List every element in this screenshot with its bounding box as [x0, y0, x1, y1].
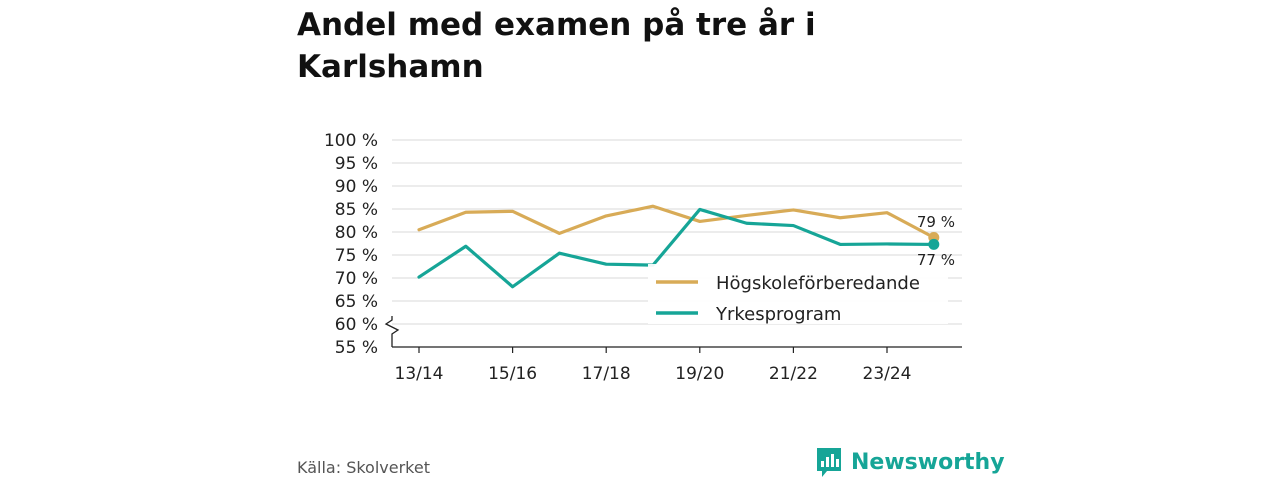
chart-title: Andel med examen på tre år i Karlshamn [297, 7, 816, 85]
y-axis-ticks: 55 % 60 % 65 % 70 % 75 % 80 % 85 % 90 % 95 % 100 … [324, 131, 378, 358]
end-label-hogskole: 79 % [917, 213, 955, 231]
x-tick-label: 21/22 [769, 364, 818, 384]
x-tick-label: 23/24 [863, 364, 912, 384]
y-tick-label: 75 % [335, 246, 378, 266]
y-tick-label: 95 % [335, 154, 378, 174]
y-tick-label: 55 % [335, 338, 378, 358]
x-tick-label: 15/16 [488, 364, 537, 384]
y-tick-label: 65 % [335, 292, 378, 312]
x-tick-label: 19/20 [675, 364, 724, 384]
y-tick-label: 90 % [335, 177, 378, 197]
series-line-1 [417, 207, 936, 289]
legend-label: Yrkesprogram [715, 304, 841, 325]
newsworthy-logo-icon [817, 448, 841, 477]
x-tick-label: 13/14 [395, 364, 444, 384]
x-tick-label: 17/18 [582, 364, 631, 384]
end-label-yrke: 77 % [917, 251, 955, 269]
axis-break-icon [384, 316, 400, 347]
y-tick-label: 80 % [335, 223, 378, 243]
y-tick-label: 70 % [335, 269, 378, 289]
series-lines [417, 204, 940, 289]
x-axis: 13/14 15/16 17/18 19/20 21/22 23/24 [384, 316, 962, 384]
end-labels: 79 % 77 % [917, 213, 955, 269]
legend: Högskoleförberedande Yrkesprogram [648, 264, 948, 325]
legend-label: Högskoleförberedande [716, 273, 920, 294]
brand-name: Newsworthy [851, 449, 1005, 475]
brand-logo: Newsworthy [815, 446, 1005, 478]
source-note: Källa: Skolverket [297, 458, 430, 477]
series-line-0 [417, 204, 936, 240]
y-tick-label: 60 % [335, 315, 378, 335]
series-end-point [928, 238, 940, 250]
y-tick-label: 100 % [324, 131, 378, 151]
y-tick-label: 85 % [335, 200, 378, 220]
